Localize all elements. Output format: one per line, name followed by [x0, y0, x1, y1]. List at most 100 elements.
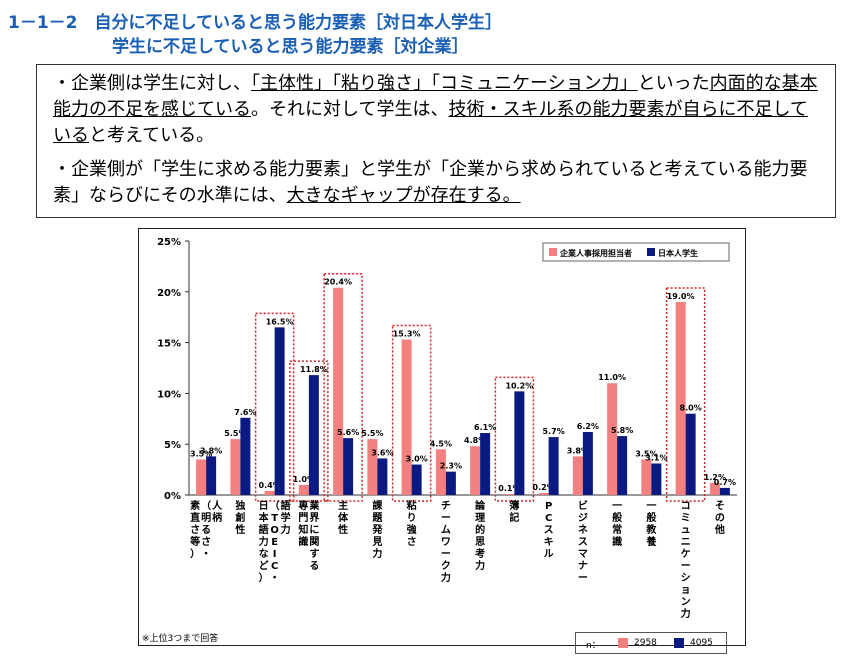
x-tick-label: 簿記 — [509, 499, 519, 524]
bar-company — [470, 446, 481, 495]
bar-student — [651, 463, 662, 495]
bar-company — [401, 339, 412, 495]
data-label: 4.5% — [430, 439, 452, 448]
data-label: 8.0% — [680, 404, 702, 413]
x-tick-label: 人柄 — [212, 499, 223, 524]
x-tick-label: 独創性 — [234, 499, 245, 536]
footnote: ※上位3つまで回答 — [142, 634, 219, 644]
bar-student — [411, 464, 422, 495]
x-tick-label: （T O E I C ・ — [270, 499, 280, 584]
data-label: 3.1% — [645, 454, 667, 463]
p2_parts-part: 大きなギャップが存在する。 — [286, 185, 521, 206]
n-label: n： — [586, 641, 601, 651]
legend-swatch-student — [647, 248, 655, 256]
summary-box: ・企業側は学生に対し、「主体性」「粘り強さ」「コミュニケーション力」といった内面… — [36, 64, 836, 218]
summary-point-2: ・企業側が「学生に求める能力要素」と学生が「企業から求められていると考えている能… — [53, 157, 819, 209]
p1_parts-part: 。それに対して学生は、 — [251, 99, 449, 120]
data-label: 16.5% — [266, 317, 294, 326]
bar-student — [480, 433, 491, 495]
bar-student — [343, 438, 354, 495]
p1_parts-part: 「主体性」「粘り強さ」「コミュニケーション力」 — [251, 73, 638, 94]
x-tick-label: 論理的思考力 — [475, 499, 486, 572]
data-label: 0.4% — [259, 481, 281, 490]
student-n: 4095 — [690, 638, 713, 648]
data-label: 2.3% — [440, 462, 462, 471]
bar-company — [367, 439, 378, 495]
highlight-box — [323, 272, 363, 502]
bar-company — [538, 492, 549, 495]
bar-company — [333, 287, 344, 495]
company-swatch — [618, 638, 628, 648]
data-label: 11.0% — [598, 373, 626, 382]
bar-company — [675, 301, 686, 495]
company-n: 2958 — [634, 638, 657, 648]
x-tick-label: 課題発見力 — [371, 499, 383, 560]
bar-student — [582, 432, 593, 495]
data-label: 1.2% — [704, 473, 726, 482]
x-tick-label: 業界に関する — [308, 499, 320, 572]
data-label: 5.6% — [337, 428, 359, 437]
p1_parts-part: 技術・スキル系の能力要素が自らに不足している — [53, 99, 808, 146]
bar-company — [607, 383, 618, 495]
bar-student — [548, 437, 559, 495]
y-tick-label: 5% — [164, 440, 181, 451]
p1_parts-part: 内面的な基本能力の不足を感じている — [53, 73, 818, 120]
x-tick-label: 専門知識 — [297, 499, 308, 548]
bar-company — [709, 482, 720, 495]
bar-student — [274, 327, 285, 495]
bar-student — [308, 375, 319, 495]
y-tick-label: 15% — [157, 339, 181, 350]
bar-chart: 0% 5% 10% 15% 20% 25% 3.5% 3.8% 人柄 （明るさ・ 素直さ等） 5.5%… — [138, 228, 746, 646]
bar-student — [514, 391, 525, 495]
x-tick-label: 語学力 — [281, 499, 291, 536]
data-label: 7.6% — [234, 408, 256, 417]
x-tick-label: その他 — [714, 500, 725, 536]
data-label: 6.2% — [577, 422, 599, 431]
data-label: 5.5% — [361, 429, 383, 438]
data-label: 3.6% — [371, 448, 393, 457]
x-tick-label: 一般常識 — [612, 501, 622, 548]
page-subtitle: 学生に不足していると思う能力要素［対企業］ — [112, 37, 469, 57]
bar-company — [264, 490, 275, 495]
sample-size-box: n： 2958 4095 — [575, 632, 727, 654]
data-label: 0.7% — [714, 478, 736, 487]
data-label: 4.8% — [464, 436, 486, 445]
highlight-box — [391, 324, 432, 502]
bar-student — [685, 413, 696, 495]
y-tick-label: 10% — [157, 389, 181, 400]
p1_parts-part: ・企業側は学生に対し、 — [53, 73, 251, 94]
y-tick-label: 0% — [164, 491, 181, 502]
page-title: 1－1－2 自分に不足していると思う能力要素［対日本人学生］ — [8, 13, 502, 33]
data-label: 20.4% — [324, 278, 352, 287]
p1_parts-part: と考えている。 — [89, 125, 215, 146]
data-label: 1.0% — [293, 475, 315, 484]
bar-company — [504, 493, 515, 495]
p2_parts-part: ・企業側が「学生に求める能力要素」と学生が「企業から求められていると考えている能… — [53, 159, 808, 206]
y-tick-label: 25% — [157, 237, 181, 248]
bar-student — [240, 417, 251, 495]
legend-label-student: 日本人学生 — [658, 248, 698, 258]
bar-student — [445, 471, 456, 495]
x-tick-label: （明るさ・ — [201, 499, 211, 560]
x-tick-label: ビジネスマナー — [578, 499, 588, 584]
x-tick-label: 素直さ等） — [190, 499, 200, 560]
data-label: 3.8% — [200, 446, 222, 455]
bar-student — [206, 456, 217, 495]
data-label: 3.5% — [190, 449, 212, 458]
chart-svg: 0%5%10%15%20%25%3.5%3.8%人柄（明るさ・素直さ等）5.5%… — [157, 237, 737, 620]
bar-company — [298, 484, 309, 495]
x-tick-label: コミュニケーション力 — [681, 501, 691, 620]
data-label: 3.8% — [567, 446, 589, 455]
data-label: 15.3% — [393, 330, 421, 339]
data-label: 0.1% — [498, 484, 520, 493]
bar-student — [377, 458, 388, 495]
legend-box — [542, 242, 730, 262]
x-tick-label: P C スキル — [544, 501, 554, 560]
data-label: 3.0% — [406, 455, 428, 464]
summary-point-1: ・企業側は学生に対し、「主体性」「粘り強さ」「コミュニケーション力」といった内面… — [53, 71, 819, 149]
bar-company — [572, 456, 583, 495]
bar-company — [230, 439, 241, 495]
bar-student — [617, 436, 628, 495]
highlight-box — [254, 312, 295, 502]
highlight-box — [665, 287, 706, 502]
